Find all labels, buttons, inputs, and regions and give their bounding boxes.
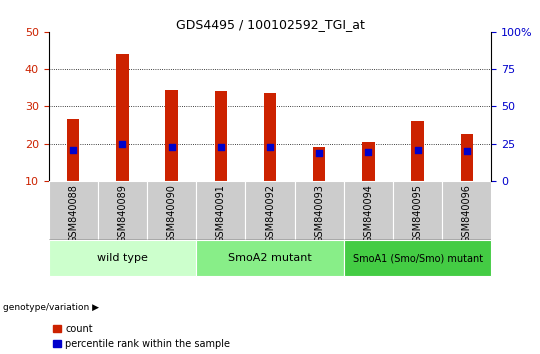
Bar bbox=[196, 240, 344, 276]
Point bbox=[364, 149, 373, 155]
Text: GSM840089: GSM840089 bbox=[117, 184, 127, 242]
Bar bbox=[49, 181, 98, 240]
Bar bbox=[245, 181, 295, 240]
Title: GDS4495 / 100102592_TGI_at: GDS4495 / 100102592_TGI_at bbox=[176, 18, 364, 31]
Bar bbox=[98, 181, 147, 240]
Text: GSM840091: GSM840091 bbox=[216, 184, 226, 242]
Bar bbox=[344, 181, 393, 240]
Text: GSM840096: GSM840096 bbox=[462, 184, 472, 242]
Bar bbox=[116, 54, 129, 181]
Text: SmoA1 (Smo/Smo) mutant: SmoA1 (Smo/Smo) mutant bbox=[353, 253, 483, 263]
Text: GSM840093: GSM840093 bbox=[314, 184, 324, 242]
Bar bbox=[344, 240, 491, 276]
Bar bbox=[49, 240, 196, 276]
Text: GSM840092: GSM840092 bbox=[265, 184, 275, 243]
Point bbox=[217, 144, 225, 150]
Text: GSM840090: GSM840090 bbox=[167, 184, 177, 242]
Point bbox=[315, 150, 323, 156]
Point bbox=[167, 144, 176, 149]
Bar bbox=[196, 181, 245, 240]
Text: GSM840088: GSM840088 bbox=[68, 184, 78, 242]
Text: GSM840095: GSM840095 bbox=[413, 184, 423, 243]
Bar bbox=[264, 93, 276, 181]
Bar bbox=[313, 147, 325, 181]
Point bbox=[118, 142, 127, 147]
Bar bbox=[442, 181, 491, 240]
Bar bbox=[393, 181, 442, 240]
Point bbox=[266, 144, 274, 150]
Text: SmoA2 mutant: SmoA2 mutant bbox=[228, 253, 312, 263]
Bar bbox=[461, 134, 473, 181]
Bar bbox=[362, 142, 375, 181]
Point bbox=[413, 147, 422, 152]
Bar bbox=[295, 181, 344, 240]
Text: GSM840094: GSM840094 bbox=[363, 184, 373, 242]
Text: wild type: wild type bbox=[97, 253, 148, 263]
Bar bbox=[411, 121, 424, 181]
Legend: count, percentile rank within the sample: count, percentile rank within the sample bbox=[53, 324, 230, 349]
Text: genotype/variation ▶: genotype/variation ▶ bbox=[3, 303, 99, 313]
Point bbox=[462, 148, 471, 154]
Bar bbox=[214, 91, 227, 181]
Bar bbox=[67, 119, 79, 181]
Bar bbox=[147, 181, 196, 240]
Bar bbox=[165, 90, 178, 181]
Point bbox=[69, 147, 78, 152]
